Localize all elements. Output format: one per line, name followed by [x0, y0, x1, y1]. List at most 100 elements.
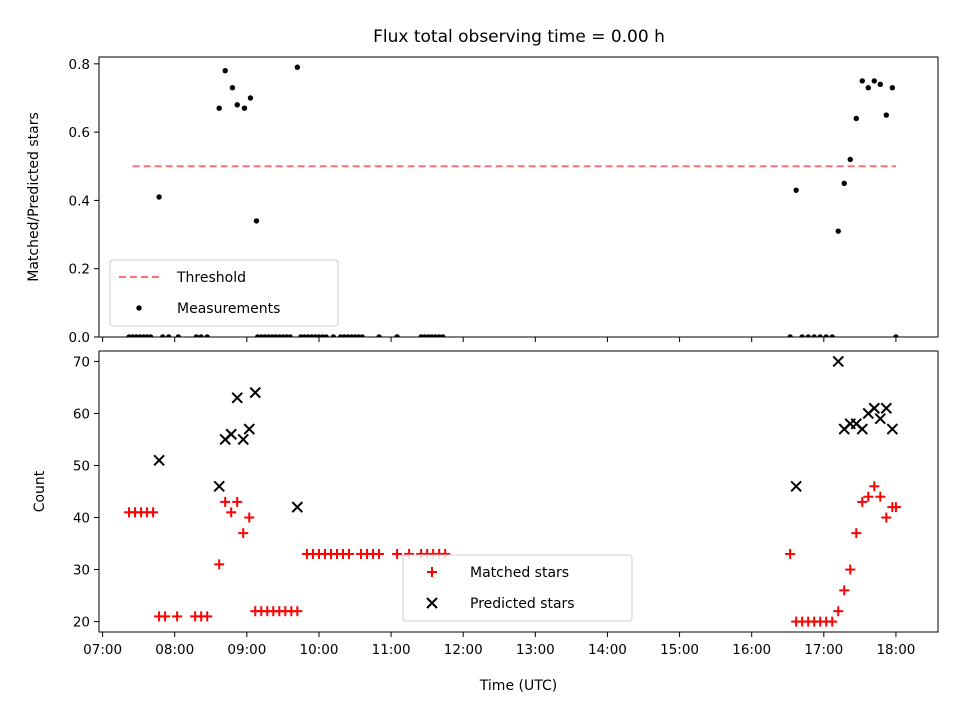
legend-label: Threshold	[176, 270, 246, 286]
predicted-star-marker	[231, 392, 243, 404]
matched-star-marker	[226, 507, 237, 518]
legend-box	[109, 259, 339, 327]
predicted-star-marker	[291, 501, 304, 513]
x-tick-label: 11:00	[372, 642, 411, 658]
legend-item: Matched stars	[427, 565, 569, 581]
measurement-point	[247, 95, 254, 101]
matched-star-marker	[232, 496, 243, 507]
measurement-point	[294, 64, 301, 70]
y-tick-label: 20	[73, 615, 90, 631]
measurement-point	[229, 85, 236, 91]
plot-frame	[98, 56, 939, 338]
measurement-point	[204, 334, 210, 337]
measurement-point	[160, 334, 166, 337]
matched-star-marker	[833, 606, 844, 617]
legend-item: Predicted stars	[426, 596, 575, 612]
matched-star-marker	[785, 548, 796, 559]
x-tick-label: 12:00	[444, 642, 483, 658]
measurement-point	[193, 334, 200, 337]
series-matched-stars	[124, 481, 901, 627]
count-panel: 20 30 40 50 60 70 07:00 08:00 09:00 10:00 11:00 12:…	[32, 350, 939, 694]
matched-star-marker	[857, 496, 868, 507]
measurement-point	[440, 334, 446, 337]
measurement-point	[234, 102, 240, 108]
x-tick-label: 14:00	[588, 642, 627, 658]
measurement-point	[147, 334, 154, 337]
measurement-point	[175, 334, 182, 337]
y-tick-label: 0.0	[69, 330, 90, 346]
matched-star-marker	[869, 481, 880, 492]
matched-star-marker	[244, 512, 255, 523]
measurement-point	[394, 334, 400, 337]
measurement-point	[241, 105, 248, 111]
y-axis-label: Count	[32, 470, 48, 512]
measurement-point	[805, 334, 811, 337]
matched-star-marker	[172, 611, 183, 622]
y-tick-label: 40	[73, 511, 90, 527]
x-tick-label: 18:00	[876, 642, 915, 658]
predicted-star-marker	[213, 480, 225, 493]
predicted-star-marker	[237, 433, 249, 446]
matched-star-marker	[881, 512, 892, 523]
matched-star-marker	[160, 611, 171, 622]
measurement-point	[793, 187, 799, 193]
y-tick-label: 50	[73, 458, 90, 474]
predicted-star-marker	[249, 386, 261, 399]
matched-star-marker	[202, 611, 213, 622]
x-tick-label: 16:00	[732, 642, 771, 658]
legend: Threshold Measurements	[109, 259, 339, 327]
matched-star-marker	[875, 491, 886, 502]
y-tick-label: 0.4	[69, 193, 90, 209]
y-tick-label: 0.6	[69, 125, 90, 141]
x-axis-label: Time (UTC)	[479, 678, 557, 694]
measurement-point	[883, 112, 890, 118]
ratio-panel: 0.0 0.2 0.4 0.6 0.8 Matched/Predicted stars Th…	[26, 56, 939, 346]
measurement-point	[287, 334, 293, 337]
series-predicted-stars	[153, 355, 899, 513]
matched-star-marker	[292, 606, 303, 617]
legend-label: Matched stars	[470, 565, 569, 581]
plot-area	[124, 355, 901, 627]
measurement-point	[198, 334, 204, 337]
measurement-point	[787, 334, 793, 337]
y-axis-label: Matched/Predicted stars	[26, 112, 42, 282]
measurement-point	[216, 105, 222, 111]
predicted-star-marker	[874, 412, 887, 425]
measurement-point	[817, 334, 823, 337]
y-tick-label: 30	[73, 563, 90, 579]
legend-item: Measurements	[136, 301, 280, 317]
predicted-star-marker	[886, 423, 899, 435]
measurement-point	[877, 81, 884, 88]
predicted-star-marker	[790, 480, 802, 493]
measurement-point	[871, 78, 877, 84]
matched-star-marker	[238, 528, 249, 539]
measurement-point	[376, 334, 382, 337]
legend: Matched stars Predicted stars	[402, 554, 633, 622]
matched-star-marker	[890, 502, 901, 513]
chart-title: Flux total observing time = 0.00 h	[373, 27, 665, 47]
measurement-point	[799, 334, 805, 337]
measurement-point	[835, 228, 841, 234]
matched-star-marker	[148, 507, 159, 518]
series-measurements	[126, 64, 899, 337]
measurement-point	[811, 334, 817, 337]
legend-box	[402, 554, 633, 622]
x-tick-label: 07:00	[83, 642, 122, 658]
matched-star-marker	[851, 528, 862, 539]
predicted-star-marker	[832, 355, 844, 368]
matched-star-marker	[839, 585, 850, 596]
measurement-point	[829, 334, 835, 337]
measurement-point	[359, 334, 365, 337]
y-tick-label: 0.2	[69, 262, 90, 278]
matched-star-marker	[827, 616, 838, 627]
matched-star-marker	[214, 559, 225, 570]
legend-label: Predicted stars	[470, 596, 575, 612]
matched-star-marker	[374, 548, 385, 559]
x-tick-label: 08:00	[155, 642, 194, 658]
x-tick-label: 15:00	[660, 642, 699, 658]
y-tick-label: 70	[73, 354, 90, 370]
legend-label: Measurements	[177, 301, 280, 317]
measurement-point	[166, 334, 172, 337]
x-tick-label: 10:00	[300, 642, 339, 658]
